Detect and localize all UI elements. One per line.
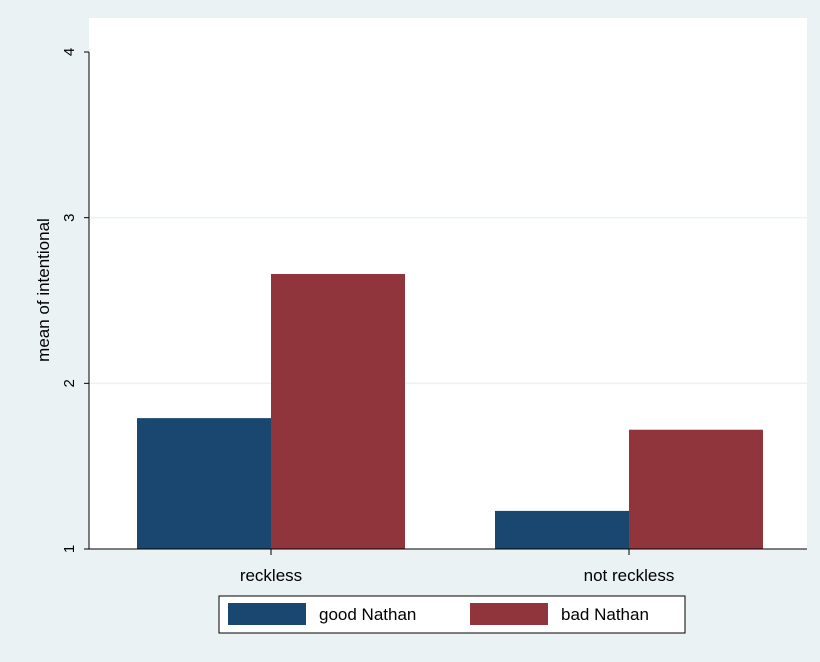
legend-label: good Nathan xyxy=(319,605,416,624)
y-axis: 1 2 3 4 xyxy=(61,48,90,553)
bar-bad-nathan-not-reckless xyxy=(629,429,763,549)
category-label: not reckless xyxy=(584,566,675,585)
y-axis-title: mean of intentional xyxy=(34,218,53,362)
bars xyxy=(137,273,763,549)
gridlines xyxy=(89,216,807,385)
bar-good-nathan-not-reckless xyxy=(495,510,629,549)
legend-label: bad Nathan xyxy=(561,605,649,624)
legend-swatch xyxy=(228,603,306,625)
bar-bad-nathan-reckless xyxy=(271,273,405,549)
y-tick-label: 4 xyxy=(61,48,78,56)
legend-swatch xyxy=(470,603,548,625)
bar-good-nathan-reckless xyxy=(137,418,271,549)
legend: good Nathan bad Nathan xyxy=(218,595,686,634)
y-tick-label: 3 xyxy=(61,213,78,221)
y-tick-label: 1 xyxy=(61,545,78,553)
y-tick-label: 2 xyxy=(61,379,78,387)
x-axis: reckless not reckless xyxy=(89,548,807,585)
category-label: reckless xyxy=(240,566,302,585)
